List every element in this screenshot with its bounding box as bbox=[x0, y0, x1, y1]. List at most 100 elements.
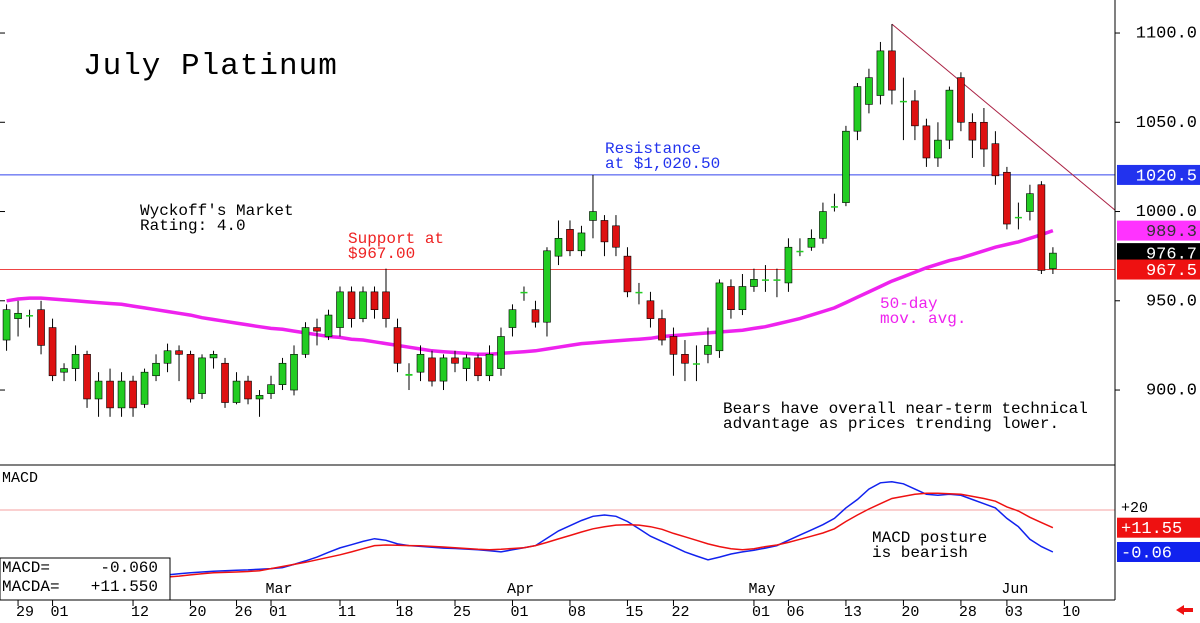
x-tick-label: 01 bbox=[269, 604, 287, 621]
candle-body bbox=[163, 350, 172, 364]
candle-body bbox=[14, 312, 22, 319]
x-tick-label: 06 bbox=[786, 604, 804, 621]
candle-body bbox=[761, 279, 769, 281]
candle-body bbox=[313, 327, 321, 332]
candle-body bbox=[278, 362, 287, 385]
y-tick-label: 900.0 bbox=[1146, 382, 1197, 401]
candle-body bbox=[336, 291, 344, 328]
candle-body bbox=[508, 309, 517, 328]
candle-body bbox=[232, 380, 241, 403]
candle-body bbox=[255, 395, 264, 400]
candle-body bbox=[370, 291, 379, 311]
candle-body bbox=[635, 291, 643, 294]
candle-body bbox=[301, 327, 310, 355]
candle-body bbox=[428, 357, 436, 382]
x-tick-label: 08 bbox=[568, 604, 586, 621]
x-tick-label: 11 bbox=[338, 604, 356, 621]
price-tag bbox=[1117, 243, 1200, 264]
candle-body bbox=[1003, 171, 1011, 225]
annotation: 50-day bbox=[880, 295, 938, 313]
candle-body bbox=[175, 350, 183, 355]
legend-value: -0.060 bbox=[100, 559, 158, 577]
candle-body bbox=[968, 121, 977, 141]
candle-body bbox=[2, 309, 11, 341]
candle-body bbox=[819, 211, 827, 239]
price-tag bbox=[1117, 220, 1200, 241]
y-tick-label: 950.0 bbox=[1146, 292, 1197, 311]
plot-layer: 900.0 950.0 1000.0 1050.0 1100.0 29 01 12 20 26 01… bbox=[0, 23, 1200, 621]
candle-body bbox=[60, 368, 68, 373]
month-label: Jun bbox=[1001, 581, 1028, 598]
candle-body bbox=[324, 314, 333, 337]
x-tick-label: 29 bbox=[16, 604, 34, 621]
price-tag-label: 1020.5 bbox=[1136, 167, 1197, 186]
candle-body bbox=[554, 238, 563, 257]
candle-body bbox=[26, 315, 34, 317]
candle-body bbox=[543, 250, 551, 323]
candle-body bbox=[773, 279, 781, 281]
legend-name: MACDA= bbox=[2, 578, 60, 596]
candle-body bbox=[94, 380, 103, 400]
candle-body bbox=[796, 250, 804, 253]
legend-box bbox=[0, 557, 171, 601]
value-tag-label: -0.06 bbox=[1121, 544, 1172, 563]
candle-body bbox=[347, 291, 356, 319]
candle-body bbox=[945, 89, 954, 141]
candle-body bbox=[106, 380, 114, 409]
candle-body bbox=[186, 354, 195, 400]
x-tick-label: 10 bbox=[1062, 604, 1080, 621]
candle-body bbox=[71, 354, 80, 369]
x-tick-label: 22 bbox=[671, 604, 689, 621]
x-tick-label: 01 bbox=[752, 604, 770, 621]
candle-body bbox=[451, 357, 459, 364]
candle-body bbox=[1037, 184, 1046, 271]
candle-body bbox=[520, 291, 528, 294]
candle-body bbox=[1026, 193, 1034, 212]
macd-title: MACD bbox=[2, 470, 38, 487]
y-tick-label: 1000.0 bbox=[1136, 203, 1197, 222]
candle-body bbox=[48, 327, 57, 377]
x-tick-label: 18 bbox=[395, 604, 413, 621]
x-tick-label: 01 bbox=[510, 604, 528, 621]
candle-body bbox=[623, 255, 632, 293]
candle-body bbox=[531, 309, 540, 323]
candle-body bbox=[704, 345, 712, 355]
annotation: at $1,020.50 bbox=[605, 155, 720, 173]
x-tick-label: 20 bbox=[189, 604, 207, 621]
candle-body bbox=[865, 77, 873, 105]
x-tick-label: 13 bbox=[844, 604, 862, 621]
macd-line bbox=[6, 492, 1054, 580]
price-tag bbox=[1117, 164, 1200, 185]
candle-body bbox=[566, 229, 574, 252]
value-tag-label: +11.55 bbox=[1121, 520, 1182, 539]
annotation: Wyckoff's Market bbox=[140, 202, 294, 220]
x-tick-label: 25 bbox=[453, 604, 471, 621]
annotation: Bears have overall near-term technical bbox=[723, 400, 1088, 418]
x-tick-label: 28 bbox=[959, 604, 977, 621]
legend-value: +11.550 bbox=[91, 578, 158, 596]
x-tick-label: 26 bbox=[235, 604, 253, 621]
annotation: advantage as prices trending lower. bbox=[723, 415, 1059, 433]
candle-body bbox=[957, 77, 965, 123]
candle-body bbox=[577, 232, 586, 252]
candle-body bbox=[681, 354, 689, 364]
month-label: May bbox=[748, 581, 775, 598]
price-tag-label: 967.5 bbox=[1146, 262, 1197, 281]
candle-body bbox=[911, 100, 919, 127]
price-tag bbox=[1117, 259, 1200, 280]
candle-body bbox=[1049, 252, 1057, 269]
month-label: Apr bbox=[507, 581, 534, 598]
candle-body bbox=[715, 282, 724, 352]
candle-body bbox=[117, 380, 126, 409]
y-tick-label: +20 bbox=[1121, 500, 1148, 517]
month-label: Mar bbox=[266, 581, 293, 598]
candle-body bbox=[991, 143, 1000, 177]
x-tick-label: 15 bbox=[625, 604, 643, 621]
x-tick-label: 03 bbox=[1005, 604, 1023, 621]
annotation: $967.00 bbox=[348, 245, 415, 263]
candle-body bbox=[140, 371, 149, 405]
scroll-arrow[interactable] bbox=[1176, 605, 1193, 615]
